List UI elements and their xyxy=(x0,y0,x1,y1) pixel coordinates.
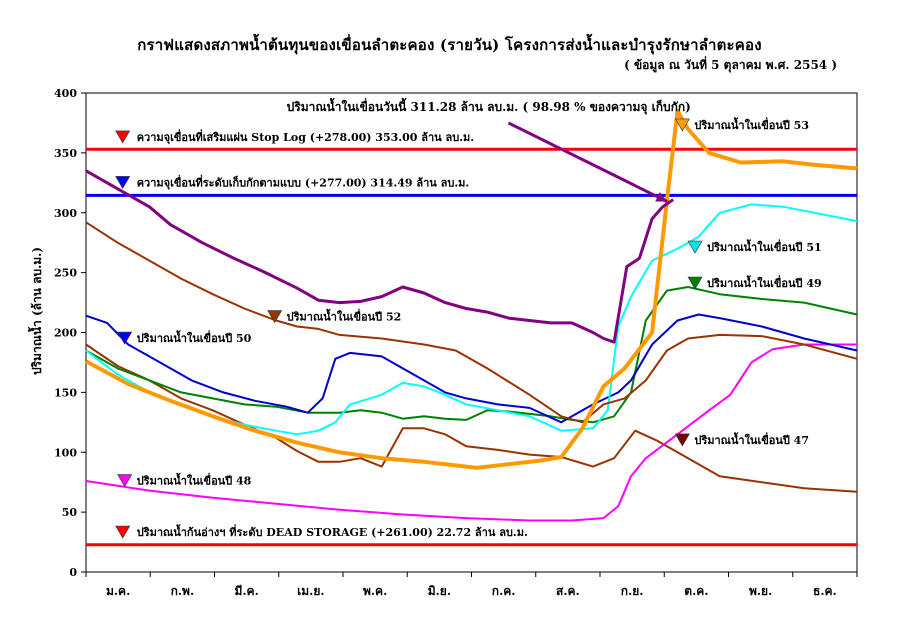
series-label: ปริมาณน้ำในเขื่อนปี 51 xyxy=(707,239,822,254)
reference-label: ความจุเขื่อนที่ระดับเก็บกักตามแบบ (+277.… xyxy=(137,174,470,190)
series-line xyxy=(85,286,858,424)
series-marker xyxy=(674,118,690,132)
series-line xyxy=(85,169,675,344)
axes: 0 50 100 150 200 250 300 350 400 ม.ค. ก.พ. มี.ค. เม.… xyxy=(54,87,858,598)
series-line xyxy=(85,109,858,470)
series-label: ปริมาณน้ำในเขื่อนปี 53 xyxy=(694,117,809,132)
x-tick-label: ก.ย. xyxy=(621,584,644,598)
x-tick-label: พ.ย. xyxy=(749,584,772,598)
x-tick-label: ธ.ค. xyxy=(813,584,837,598)
reference-label: ปริมาณน้ำก้นอ่างฯ ที่ระดับ DEAD STORAGE … xyxy=(137,524,528,539)
reference-marker xyxy=(115,525,131,539)
chart-title: กราฟแสดงสภาพน้ำต้นทุนของเขื่อนลำตะคอง (ร… xyxy=(137,36,762,54)
series-line xyxy=(85,221,858,424)
y-tick-label: 300 xyxy=(54,207,77,220)
x-tick-label: ก.ค. xyxy=(492,584,516,598)
series-label: ปริมาณน้ำในเขื่อนปี 49 xyxy=(707,275,822,290)
annotation-arrowhead xyxy=(655,192,668,202)
y-tick-label: 250 xyxy=(54,267,77,280)
x-tick-label: ม.ค. xyxy=(106,584,130,598)
annotation-text: ปริมาณน้ำในเขื่อนวันนี้ 311.28 ล้าน ลบ.ม… xyxy=(287,97,691,115)
y-tick-label: 50 xyxy=(62,506,78,519)
annotation: ปริมาณน้ำในเขื่อนวันนี้ 311.28 ล้าน ลบ.ม… xyxy=(287,97,691,203)
x-tick-label: ส.ค. xyxy=(556,584,580,598)
plot-area xyxy=(85,92,858,573)
series-label: ปริมาณน้ำในเขื่อนปี 47 xyxy=(694,432,809,447)
chart-subtitle: ( ข้อมูล ณ วันที่ 5 ตุลาคม พ.ศ. 2554 ) xyxy=(624,58,837,72)
y-tick-label: 0 xyxy=(69,566,77,579)
series-line xyxy=(85,343,857,522)
series-lines xyxy=(85,109,858,522)
y-tick-label: 400 xyxy=(54,87,77,100)
x-tick-label: มี.ค. xyxy=(234,584,258,598)
series-marker xyxy=(117,331,133,345)
series-line xyxy=(85,313,858,424)
series-label: ปริมาณน้ำในเขื่อนปี 50 xyxy=(137,330,252,345)
series-marker xyxy=(267,310,283,324)
series-label: ปริมาณน้ำในเขื่อนปี 48 xyxy=(137,473,252,488)
series-marker xyxy=(117,474,133,488)
reference-marker xyxy=(115,130,131,144)
y-tick-label: 350 xyxy=(54,147,77,160)
reference-label: ความจุเขื่อนที่เสริมแผ่น Stop Log (+278.… xyxy=(137,129,474,145)
y-tick-label: 150 xyxy=(54,386,77,399)
y-tick-label: 200 xyxy=(54,327,77,340)
series-marker xyxy=(674,433,690,447)
reference-lines: ความจุเขื่อนที่เสริมแผ่น Stop Log (+278.… xyxy=(86,129,857,547)
series-marker xyxy=(687,276,703,290)
x-tick-label: มิ.ย. xyxy=(428,584,451,598)
series-label: ปริมาณน้ำในเขื่อนปี 52 xyxy=(287,309,402,324)
annotation-arrow xyxy=(507,121,668,203)
series-labels: ปริมาณน้ำในเขื่อนปี 53 ปริมาณน้ำในเขื่อนป… xyxy=(117,117,822,488)
reference-marker xyxy=(115,176,131,190)
y-tick-label: 100 xyxy=(54,446,77,459)
x-tick-label: ก.พ. xyxy=(171,584,195,598)
x-tick-label: พ.ค. xyxy=(363,584,387,598)
series-line xyxy=(85,343,858,493)
series-line xyxy=(85,203,858,436)
series-marker xyxy=(687,240,703,254)
x-tick-label: ต.ค. xyxy=(684,584,708,598)
x-tick-label: เม.ย. xyxy=(297,584,324,598)
